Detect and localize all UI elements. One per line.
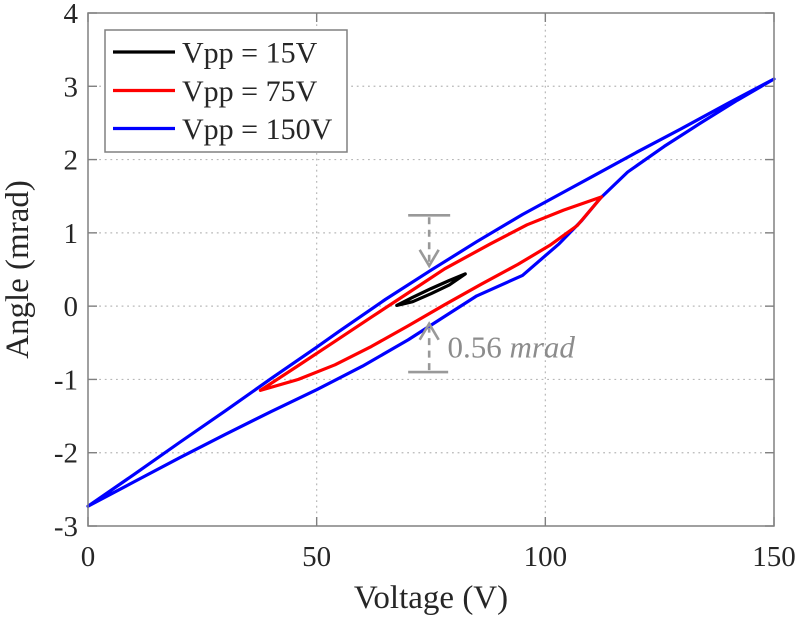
legend-item: Vpp = 15V (113, 37, 318, 70)
y-tick-label: -1 (54, 364, 78, 396)
x-axis-label: Voltage (V) (354, 580, 508, 616)
series-vpp-15v (395, 272, 467, 307)
legend-item-label: Vpp = 15V (182, 37, 318, 70)
x-tick-label: 50 (302, 541, 331, 573)
annotation-dimension (408, 213, 451, 374)
y-tick-label: 3 (64, 71, 79, 103)
legend: Vpp = 15V Vpp = 75V Vpp = 150V (104, 29, 348, 153)
series-vpp-75v (258, 195, 604, 392)
legend-item-label: Vpp = 75V (182, 75, 318, 108)
legend-item: Vpp = 75V (113, 75, 318, 108)
x-tick-label: 150 (752, 541, 796, 573)
y-tick-label: -2 (54, 438, 78, 470)
y-tick-label: 0 (64, 291, 79, 323)
arrow-down-icon (418, 249, 440, 269)
y-tick-label: -3 (54, 511, 78, 543)
series-vpp-150v (86, 77, 776, 508)
arrow-up-icon (418, 321, 440, 341)
axes-box (87, 12, 775, 527)
y-tick-label: 4 (64, 0, 79, 30)
y-tick-label: 2 (64, 145, 79, 177)
annotation-label: 0.56 mrad (447, 329, 575, 364)
x-tick-label: 100 (524, 541, 568, 573)
legend-item: Vpp = 150V (113, 113, 333, 146)
y-axis-label: Angle (mrad) (0, 180, 36, 359)
legend-item-label: Vpp = 150V (182, 113, 333, 146)
y-tick-label: 1 (64, 218, 79, 250)
x-tick-label: 0 (81, 541, 96, 573)
